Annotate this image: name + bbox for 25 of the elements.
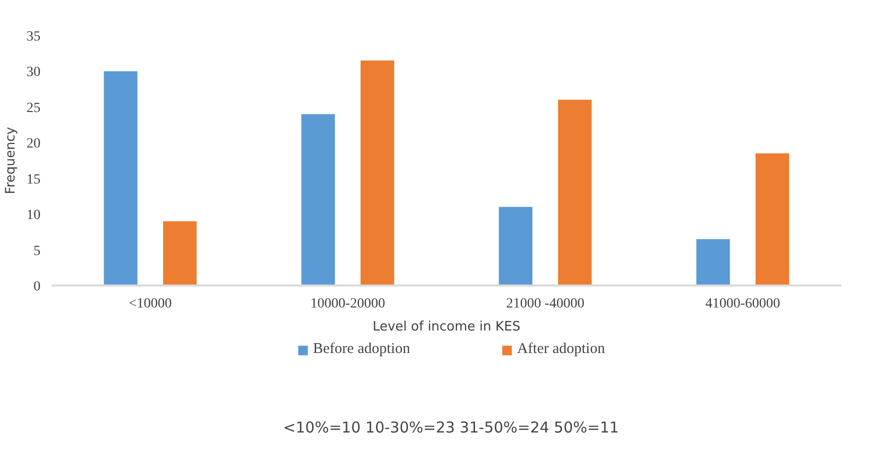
bar bbox=[558, 100, 592, 286]
y-tick-label: 10 bbox=[26, 208, 40, 224]
x-tick-label: 41000-60000 bbox=[705, 296, 780, 312]
bar bbox=[498, 206, 532, 286]
x-axis-title: Level of income in KES bbox=[372, 320, 520, 334]
legend-label: Before adoption bbox=[313, 341, 410, 358]
y-tick-label: 35 bbox=[26, 30, 40, 44]
bar bbox=[301, 114, 335, 286]
text: <10%=10 10-30%=23 31-50%=24 50%=11 bbox=[283, 418, 619, 436]
bar bbox=[163, 221, 197, 286]
bar bbox=[104, 71, 138, 286]
bar bbox=[756, 153, 790, 286]
bar bbox=[696, 239, 730, 286]
y-tick-label: 5 bbox=[34, 244, 40, 259]
x-tick-label: 10000-20000 bbox=[310, 296, 386, 312]
y-axis-title: Frequency bbox=[4, 126, 18, 194]
y-tick-label: 30 bbox=[26, 65, 40, 80]
y-tick-label: 25 bbox=[26, 100, 40, 116]
legend-label: After adoption bbox=[517, 341, 605, 358]
x-tick-label: <10000 bbox=[128, 296, 172, 312]
y-tick-label: 20 bbox=[26, 136, 40, 152]
x-tick-label: 21000 -40000 bbox=[506, 296, 584, 312]
bar bbox=[360, 60, 394, 286]
y-tick-label: 15 bbox=[26, 172, 40, 188]
y-tick-label: 0 bbox=[34, 280, 40, 294]
